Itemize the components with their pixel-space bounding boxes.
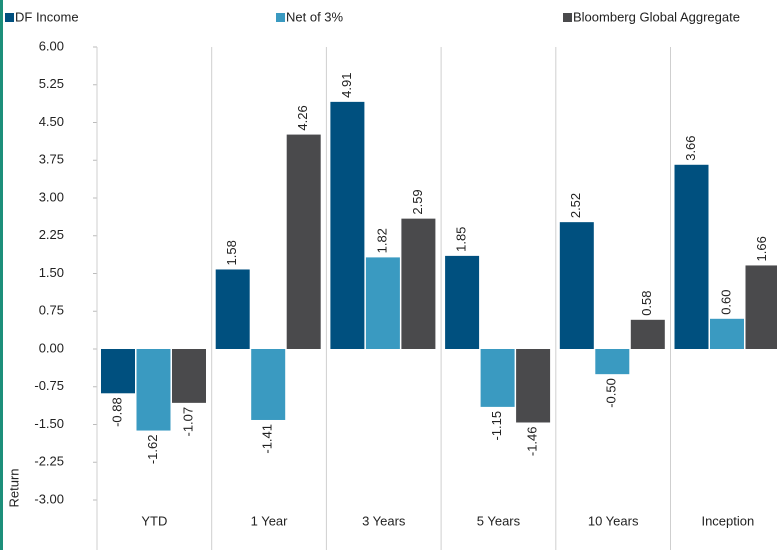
y-tick-label: -0.75 — [34, 378, 64, 393]
y-tick-label: -2.25 — [34, 454, 64, 469]
value-label: -1.07 — [180, 407, 195, 437]
y-tick-label: 3.00 — [39, 189, 64, 204]
value-label: -1.15 — [489, 411, 504, 441]
value-label: -1.46 — [525, 426, 540, 456]
value-label: 4.91 — [339, 73, 354, 98]
legend-label: Net of 3% — [286, 9, 344, 24]
x-tick-label: 1 Year — [251, 513, 289, 528]
bar — [172, 349, 206, 403]
bar — [365, 257, 400, 349]
bar — [401, 218, 436, 349]
value-label: 2.52 — [568, 193, 583, 218]
y-tick-label: 0.75 — [39, 303, 64, 318]
legend-swatch — [5, 13, 14, 22]
bar — [480, 349, 515, 407]
bar — [710, 318, 744, 349]
bar — [251, 349, 286, 420]
y-tick-label: 5.25 — [39, 76, 64, 91]
value-label: 4.26 — [295, 105, 310, 130]
value-label: -1.62 — [145, 435, 160, 465]
y-tick-label: 4.50 — [39, 114, 64, 129]
value-label: 1.85 — [454, 227, 469, 252]
bar — [674, 164, 709, 349]
legend-swatch — [563, 13, 572, 22]
value-label: 1.82 — [374, 228, 389, 253]
x-tick-label: YTD — [141, 513, 167, 528]
bar — [101, 349, 135, 394]
legend-swatch — [276, 13, 285, 22]
value-label: -0.50 — [604, 378, 619, 408]
bar — [286, 134, 321, 349]
value-label: 1.66 — [754, 236, 769, 261]
value-label: 0.60 — [718, 289, 733, 314]
bar — [595, 349, 630, 375]
bar — [630, 319, 665, 349]
bar — [215, 269, 250, 349]
x-tick-label: 5 Years — [477, 513, 521, 528]
y-tick-label: 1.50 — [39, 265, 64, 280]
bar — [330, 101, 365, 349]
value-label: -1.41 — [260, 424, 275, 454]
y-tick-label: 6.00 — [39, 38, 64, 53]
x-tick-label: Inception — [701, 513, 754, 528]
value-label: 2.59 — [410, 189, 425, 214]
bar — [745, 265, 777, 349]
legend-label: Bloomberg Global Aggregate — [573, 9, 740, 24]
y-tick-label: -1.50 — [34, 416, 64, 431]
bar — [516, 349, 551, 423]
y-tick-label: 3.75 — [39, 152, 64, 167]
value-label: 3.66 — [683, 135, 698, 160]
value-label: 0.58 — [639, 290, 654, 315]
y-tick-label: 0.00 — [39, 340, 64, 355]
bar — [559, 222, 594, 349]
value-label: -0.88 — [109, 397, 124, 427]
y-tick-label: -3.00 — [34, 491, 64, 506]
bar — [445, 255, 480, 349]
y-axis-label: Return — [6, 468, 21, 507]
y-tick-label: 2.25 — [39, 227, 64, 242]
x-tick-label: 3 Years — [362, 513, 406, 528]
legend-label: DF Income — [15, 9, 79, 24]
edge-stripe — [0, 0, 3, 550]
bar — [136, 349, 171, 431]
x-tick-label: 10 Years — [588, 513, 639, 528]
value-label: 1.58 — [224, 240, 239, 265]
